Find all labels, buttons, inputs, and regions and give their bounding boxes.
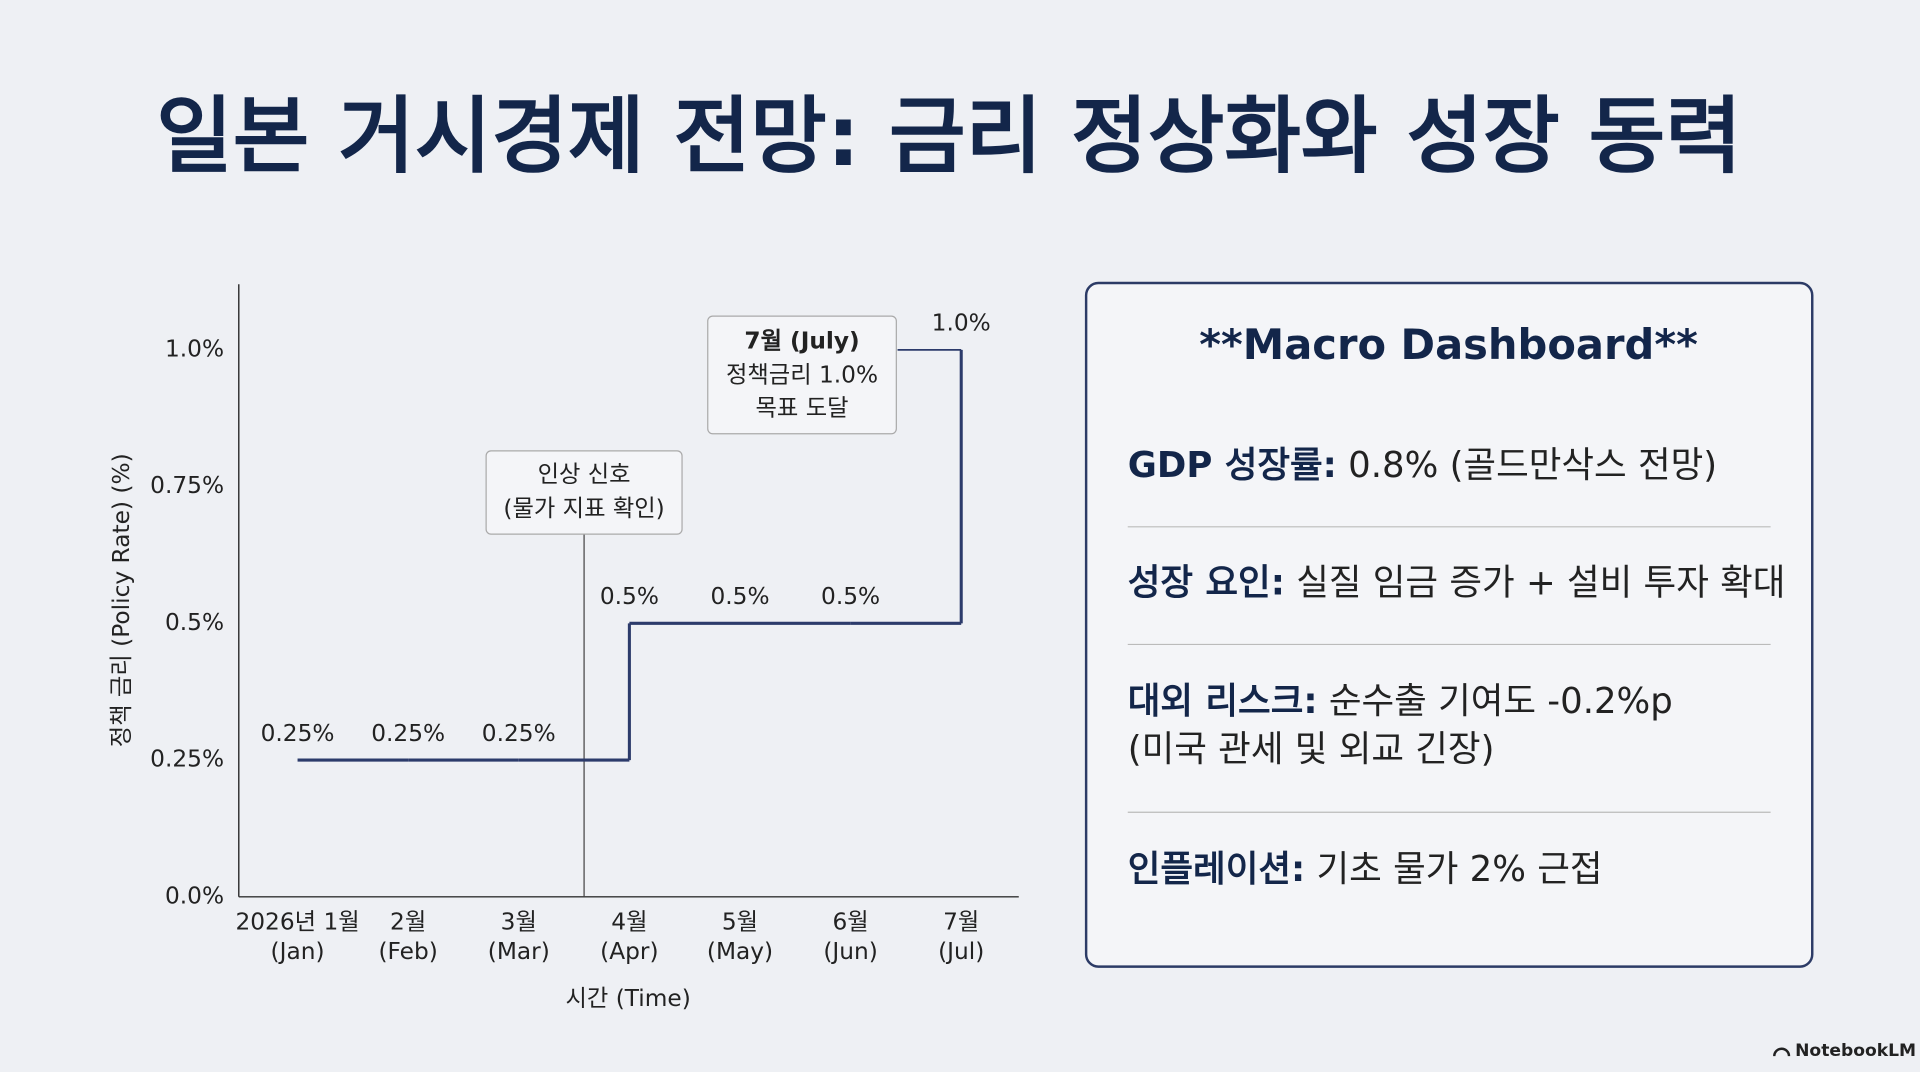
y-tick-label: 0.25%: [150, 746, 224, 773]
dashboard-title: **Macro Dashboard**: [1199, 320, 1698, 369]
series: 0.25% 0.25% 0.25% 0.5% 0.5% 0.5% 1.0%: [261, 310, 991, 762]
dashboard-item-text: (미국 관세 및 외교 긴장): [1128, 729, 1495, 770]
value-label: 0.5%: [600, 583, 659, 610]
footer-logo: NotebookLM: [1773, 1041, 1916, 1061]
logo-icon: [1773, 1047, 1791, 1057]
x-tick-label: 2월 (Feb): [378, 908, 437, 964]
value-label: 0.25%: [261, 720, 335, 747]
y-tick-label: 0.75%: [150, 472, 224, 499]
value-label: 0.5%: [710, 583, 769, 610]
value-label: 0.25%: [482, 720, 556, 747]
footer-text: NotebookLM: [1795, 1041, 1916, 1061]
annotation-text: 정책금리 1.0%: [726, 362, 878, 389]
x-tick-label: 4월 (Apr): [600, 908, 658, 964]
dashboard-item-label: 성장 요인:: [1128, 562, 1285, 603]
dashboard-item-label: GDP 성장률:: [1128, 445, 1337, 486]
dashboard-item-text: 0.8% (골드만삭스 전망): [1337, 445, 1717, 486]
y-tick-label: 1.0%: [165, 335, 224, 362]
dashboard-item: 인플레이션: 기초 물가 2% 근접: [1128, 849, 1603, 890]
value-label: 0.25%: [371, 720, 445, 747]
dashboard-item-label: 대외 리스크:: [1128, 681, 1318, 722]
annotation: 7월 (July) 정책금리 1.0% 목표 도달: [707, 315, 897, 435]
dashboard-item-text: 실질 임금 증가 + 설비 투자 확대: [1285, 562, 1786, 603]
x-tick-label: 6월 (Jun): [823, 908, 878, 964]
value-label: 1.0%: [932, 310, 991, 337]
x-tick-label: 7월 (Jul): [938, 908, 984, 964]
y-tick-label: 0.0%: [165, 882, 224, 909]
dashboard-item-text: 순수출 기여도 -0.2%p: [1318, 681, 1673, 722]
dashboard-item-label: 인플레이션:: [1128, 849, 1305, 890]
x-tick-label: 2026년 1월 (Jan): [235, 908, 359, 964]
x-axis-label: 시간 (Time): [566, 985, 691, 1012]
annotation-text: 인상 신호: [538, 461, 631, 488]
dashboard-panel: [1084, 281, 1814, 968]
y-tick-label: 0.5%: [165, 609, 224, 636]
annotation-text: (물가 지표 확인): [503, 495, 664, 522]
slide-title: 일본 거시경제 전망: 금리 정상화와 성장 동력: [156, 88, 1742, 185]
annotation-box: [485, 450, 683, 535]
value-label: 0.5%: [821, 583, 880, 610]
x-tick-label: 3월 (Mar): [488, 908, 550, 964]
y-axis-label: 정책 금리 (Policy Rate) (%): [108, 453, 135, 747]
x-tick-label: 5월 (May): [707, 908, 773, 964]
annotation-text: 목표 도달: [756, 395, 849, 422]
dashboard-item: 성장 요인: 실질 임금 증가 + 설비 투자 확대: [1128, 562, 1786, 603]
dashboard-item-text: 기초 물가 2% 근접: [1305, 849, 1602, 890]
annotation: 인상 신호 (물가 지표 확인): [485, 450, 683, 897]
dashboard-item: GDP 성장률: 0.8% (골드만삭스 전망): [1128, 445, 1717, 486]
dashboard-item: 대외 리스크: 순수출 기여도 -0.2%p: [1128, 681, 1673, 722]
annotation-heading: 7월 (July): [744, 327, 859, 354]
annotation-box: [707, 315, 897, 435]
